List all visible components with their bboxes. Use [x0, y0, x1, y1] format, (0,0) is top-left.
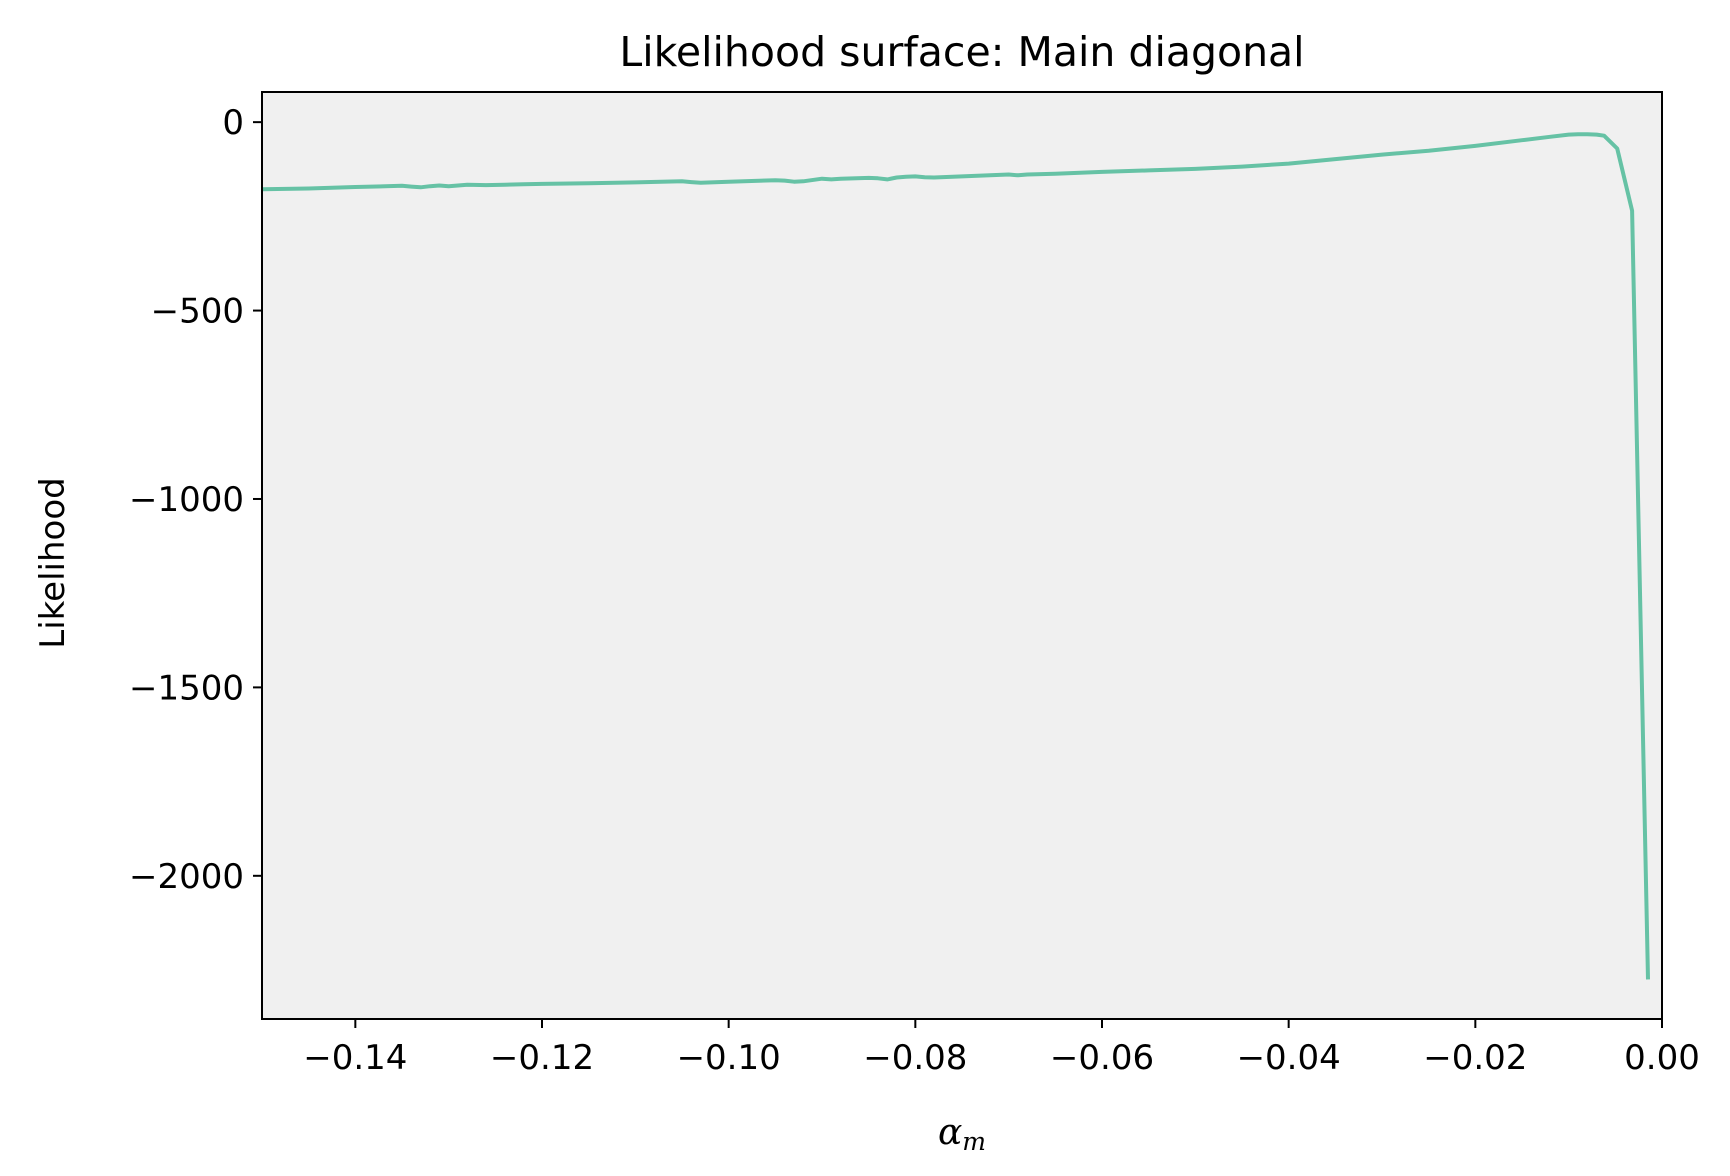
y-tick-label: 0: [222, 103, 244, 143]
x-axis-title-subscript: m: [962, 1127, 986, 1156]
y-tick-label: −1500: [129, 668, 244, 708]
series-layer: [261, 132, 1650, 980]
x-tick-label: −0.02: [1423, 1038, 1527, 1078]
x-tick-label: −0.06: [1050, 1038, 1154, 1078]
x-tick-label: −0.08: [863, 1038, 967, 1078]
x-tick-label: −0.14: [303, 1038, 407, 1078]
y-tick-label: −1000: [129, 480, 244, 520]
x-axis-title: αm: [938, 1112, 986, 1156]
y-tick-label: −500: [151, 292, 244, 332]
x-tick-label: −0.04: [1237, 1038, 1341, 1078]
x-tick-label: −0.12: [490, 1038, 594, 1078]
x-tick-label: 0.00: [1624, 1038, 1700, 1078]
x-axis-title-symbol: α: [938, 1112, 962, 1153]
y-tick-label: −2000: [129, 857, 244, 897]
series-line-0: [261, 132, 1650, 980]
chart-title: Likelihood surface: Main diagonal: [619, 28, 1304, 76]
y-axis-title: Likelihood: [33, 477, 73, 648]
x-tick-label: −0.10: [677, 1038, 781, 1078]
plot-area: [262, 92, 1662, 1019]
ticks-layer: −0.14 −0.12 −0.10 −0.08 −0.06 −0.04 −0.02 0.00 0…: [129, 103, 1700, 1078]
axes-frame: [261, 91, 1663, 1020]
